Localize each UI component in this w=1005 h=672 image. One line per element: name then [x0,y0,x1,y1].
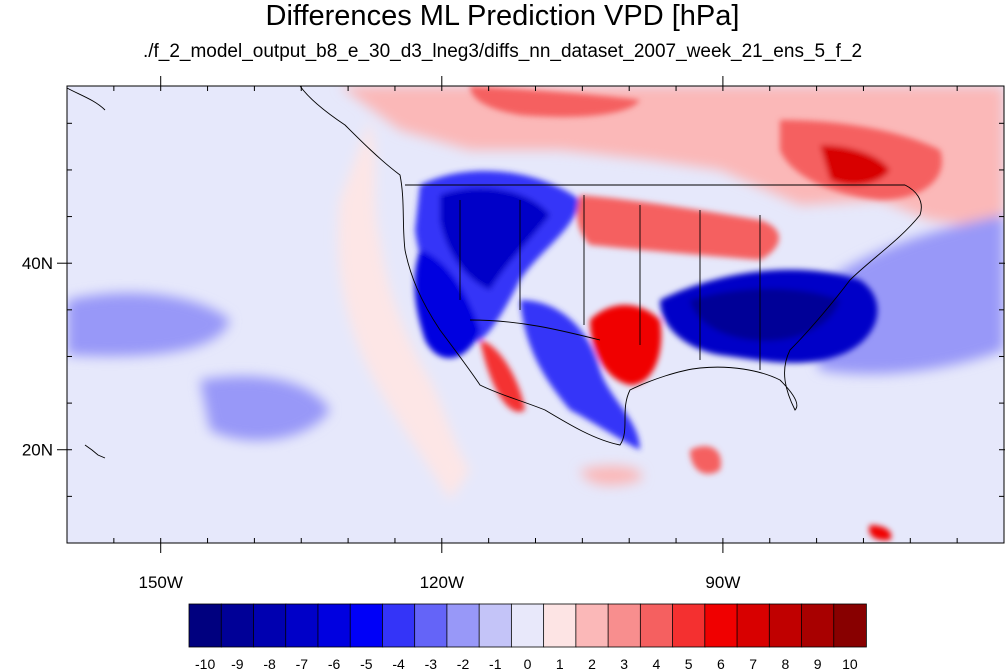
colorbar-swatch [382,603,416,648]
field-canada-pos-core [820,145,890,186]
colorbar-label: -2 [457,656,470,672]
field-west-neg-core [440,187,550,290]
colorbar-swatch [349,603,384,648]
field-texas-pos [590,305,662,385]
field-north-pos [340,86,1004,230]
colorbar-label: 4 [653,656,661,672]
colorbar-labels: -10 -9 -8 -7 -6 -5 -4 -3 -2 -1 0 1 2 3 4 5 6 7 8 9 10 [195,656,858,672]
colorbar-label: 8 [782,656,790,672]
colorbar-label: 3 [620,656,628,672]
colorbar-label: -1 [489,656,502,672]
colorbar-swatch [285,603,319,648]
field-mexico-pos [580,465,642,486]
colorbar-swatch [575,603,609,648]
colorbar-swatch [253,603,287,648]
colorbar-swatch [801,603,835,648]
colorbar-swatch [736,603,771,648]
colorbar-swatch [543,603,577,648]
field-north-pos-2 [470,86,640,117]
map-title: Differences ML Prediction VPD [hPa] [265,0,740,32]
axis-ticks [57,76,1005,553]
x-tick-label: 120W [420,573,464,592]
colorbar-label: 6 [717,656,725,672]
colorbar-swatch [188,603,223,648]
field-midwest-pos [577,195,779,260]
colorbar-swatch [704,603,738,648]
border-us-mexico [469,319,601,341]
coastline-north-america [299,86,922,446]
colorbar-swatch [510,603,545,648]
colorbar-label: -8 [263,656,276,672]
colorbar-label: -4 [392,656,405,672]
map-subtitle: ./f_2_model_output_b8_e_30_d3_lneg3/diff… [142,41,863,62]
colorbar [188,603,867,648]
colorbar-label: 9 [814,656,822,672]
colorbar-label: -3 [425,656,438,672]
colorbar-label: 7 [749,656,757,672]
colorbar-label: 1 [556,656,564,672]
colorbar-swatch [833,603,867,648]
colorbar-swatch [317,603,351,648]
colorbar-label: -7 [296,656,309,672]
axis-labels: 150W 120W 90W 40N 20N [22,254,741,592]
coastline-hawaii [84,444,106,459]
colorbar-swatch [446,603,480,648]
field-south-pos [869,525,892,541]
state-borders [459,195,761,370]
contour-field [67,86,1004,543]
colorbar-label: 5 [685,656,693,672]
y-tick-label: 20N [22,441,53,460]
field-baja-pos [480,340,525,412]
field-south-neutral [67,420,1004,543]
colorbar-label: 2 [588,656,596,672]
field-west-neg-2 [414,250,480,359]
colorbar-label: 0 [524,656,532,672]
field-pacific-neg-1 [67,292,230,357]
colorbar-label: -5 [360,656,373,672]
field-southeast-neg-core [690,288,840,341]
colorbar-label: 10 [842,656,858,672]
coastlines [67,86,922,459]
colorbar-label: -6 [328,656,341,672]
field-southwest-neg [520,300,640,450]
colorbar-swatch [414,603,448,648]
colorbar-label: -9 [231,656,244,672]
colorbar-swatch [672,603,706,648]
colorbar-swatch [607,603,642,648]
colorbar-swatch [639,603,674,648]
field-caribbean-pos [690,446,721,474]
x-tick-label: 90W [705,573,740,592]
colorbar-swatch [478,603,513,648]
colorbar-swatch [768,603,803,648]
coastline-alaska [67,87,106,111]
field-coast-pos [338,120,470,500]
y-tick-label: 40N [22,254,53,273]
colorbar-label: -10 [195,656,215,672]
field-pacific-neg-2 [200,376,330,441]
colorbar-swatch [220,603,255,648]
x-tick-label: 150W [138,573,182,592]
